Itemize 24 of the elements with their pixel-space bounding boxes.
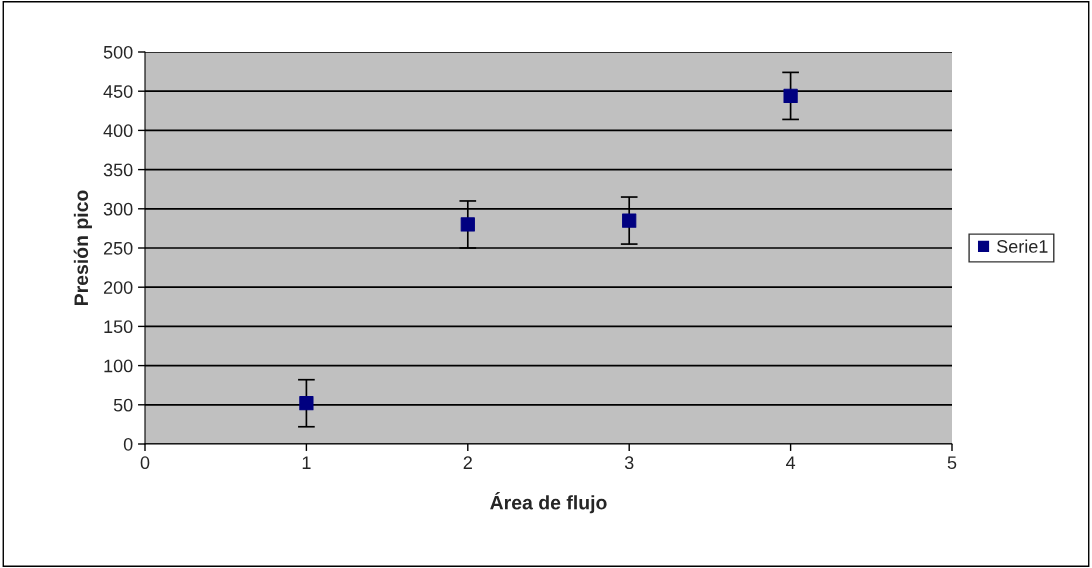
- legend-label: Serie1: [997, 239, 1048, 253]
- point: [783, 88, 798, 104]
- x-tick-label: 1: [302, 456, 311, 469]
- y-tick-label: 50: [113, 398, 133, 412]
- y-tick-label: 450: [103, 85, 133, 98]
- y-tick-label: 400: [103, 124, 133, 138]
- y-tick-label: 250: [103, 241, 133, 255]
- x-tick-label: 3: [624, 456, 634, 470]
- y-tick-label: 300: [103, 202, 133, 216]
- point: [299, 396, 314, 411]
- point: [460, 217, 475, 232]
- y-tick-label: 500: [103, 45, 133, 59]
- x-axis-title: Área de flujo: [490, 492, 607, 514]
- y-tick-label: 0: [123, 437, 133, 451]
- y-tick-label: 200: [103, 281, 133, 294]
- x-tick-label: 4: [785, 456, 796, 469]
- point: [622, 213, 637, 228]
- x-tick-label: 0: [140, 456, 150, 470]
- y-tick-label: 150: [104, 320, 133, 334]
- y-axis-title: Presión pico: [73, 190, 92, 306]
- x-tick-label: 2: [463, 456, 472, 469]
- y-tick-label: 100: [104, 359, 133, 373]
- x-tick-label: 5: [947, 456, 957, 470]
- y-tick-label: 350: [103, 163, 133, 177]
